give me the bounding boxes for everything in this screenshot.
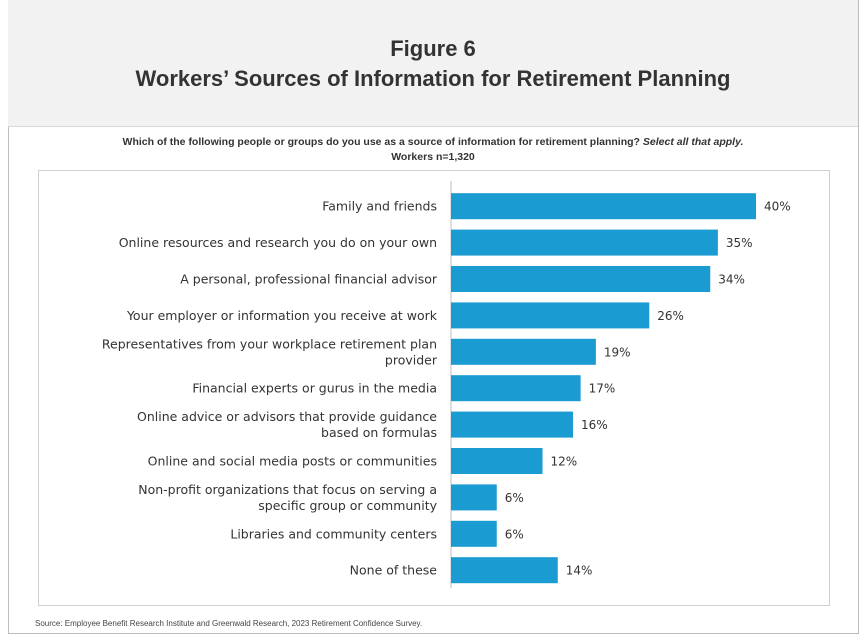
data-label-3: 26% [657,309,684,323]
category-label-4: Representatives from your workplace reti… [102,336,438,367]
figure-label: Figure 6 [390,36,476,61]
sample-size: Workers n=1,320 [391,151,475,163]
figure-title: Workers’ Sources of Information for Reti… [135,66,731,91]
question-text: Which of the following people or groups … [122,136,640,148]
category-label-3: Your employer or information you receive… [126,308,438,323]
bar-5 [451,375,581,402]
bar-3 [451,302,650,329]
question-emphasis: Select all that apply. [642,136,744,148]
bar-1 [451,229,718,256]
data-label-4: 19% [604,345,631,359]
data-label-2: 34% [718,273,745,287]
category-label-7: Online and social media posts or communi… [148,454,437,469]
bar-9 [451,520,497,547]
source-note: Source: Employee Benefit Research Instit… [35,619,423,628]
data-label-8: 6% [505,491,524,505]
category-label-9: Libraries and community centers [230,526,437,541]
bar-7 [451,448,543,474]
category-label-10: None of these [350,563,438,578]
survey-question: Which of the following people or groups … [8,136,858,148]
bar-6 [451,411,573,438]
bar-4 [451,338,596,365]
bar-2 [451,266,711,292]
data-label-10: 14% [566,564,593,578]
data-label-9: 6% [505,527,524,541]
bar-8 [451,484,497,511]
chart-container: 40% Family and friends 35% Online resources… [38,170,830,606]
data-label-0: 40% [764,200,791,214]
category-label-2: A personal, professional financial advis… [180,272,438,287]
category-label-6: Online advice or advisors that provide g… [137,409,437,440]
category-label-0: Family and friends [322,199,437,214]
data-label-1: 35% [726,236,753,250]
category-label-1: Online resources and research you do on … [119,235,437,250]
data-label-7: 12% [551,455,578,469]
data-label-6: 16% [581,418,608,432]
bar-chart: 40% Family and friends 35% Online resources… [102,181,791,589]
data-label-5: 17% [589,382,616,396]
bar-10 [451,557,558,584]
figure-header: Figure 6 Workers’ Sources of Information… [8,0,858,127]
category-label-5: Financial experts or gurus in the media [192,381,437,396]
bar-0 [451,193,756,220]
category-label-8: Non-profit organizations that focus on s… [138,482,437,513]
